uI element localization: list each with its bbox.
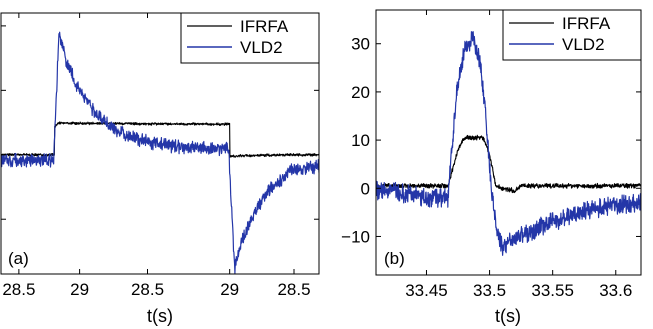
b-series-ifrfa-line (376, 134, 641, 194)
chart-a-legend: IFRFA VLD2 (180, 12, 320, 64)
chart-a-legend-label-ifrfa: IFRFA (240, 17, 289, 36)
a-xtick-label-1: 29 (70, 280, 89, 299)
chart-a-xlabel: t(s) (147, 306, 173, 326)
chart-a-legend-label-vld2: VLD2 (240, 38, 283, 57)
chart-a-axes-box (0, 12, 320, 275)
chart-b-legend: IFRFA VLD2 (502, 9, 642, 61)
chart-a-legend-box (180, 12, 320, 64)
b-xtick-label-3: 33.6 (599, 281, 632, 300)
b-ytick-label-0: 30 (351, 35, 370, 54)
b-xtick-label-2: 33.55 (531, 281, 574, 300)
chart-b-legend-box (502, 9, 642, 61)
a-xtick-label-2: 28.5 (131, 280, 164, 299)
a-xtick-label-0: 28.5 (2, 280, 35, 299)
chart-b-legend-label-ifrfa: IFRFA (562, 14, 611, 33)
chart-a-panel-label: (a) (8, 249, 29, 268)
b-ytick-label-2: 10 (351, 131, 370, 150)
b-xtick-label-1: 33.5 (473, 281, 506, 300)
a-xtick-label-3: 29 (220, 280, 239, 299)
chart-b-plot (376, 31, 641, 256)
b-ytick-label-1: 20 (351, 83, 370, 102)
chart-b-panel-label: (b) (384, 249, 405, 268)
chart-b-ticks: 30 20 10 0 −10 33.45 33.5 33.55 33.6 (341, 10, 641, 300)
b-ytick-label-3: 0 (361, 179, 370, 198)
chart-b-series-lines (376, 31, 641, 256)
chart-b-xlabel: t(s) (495, 306, 521, 326)
b-series-vld2-line (376, 31, 641, 256)
a-series-vld2-line (1, 31, 319, 274)
chart-a-series-lines (1, 31, 319, 274)
b-xtick-label-0: 33.45 (405, 281, 448, 300)
chart-b-legend-label-vld2: VLD2 (562, 35, 605, 54)
b-ytick-label-4: −10 (341, 227, 370, 246)
chart-b: 30 20 10 0 −10 33.45 33.5 33.55 33.6 t(s) (b) IF… (341, 9, 642, 326)
a-series-ifrfa-line (1, 121, 319, 158)
chart-a-plot (1, 31, 319, 274)
a-xtick-label-4: 28.5 (277, 280, 310, 299)
